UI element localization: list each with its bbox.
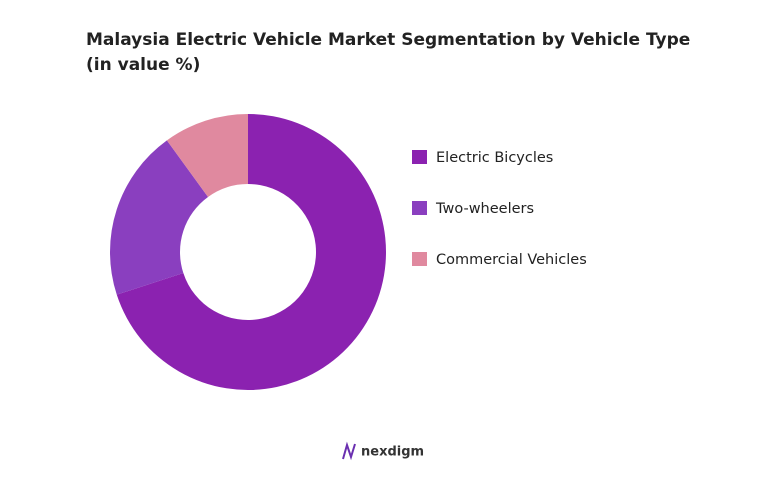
brand-logo: nexdigm [342,441,424,461]
legend-swatch [412,150,427,164]
brand-name: nexdigm [361,445,424,460]
legend-label: Electric Bicycles [436,150,553,166]
chart-title: Malaysia Electric Vehicle Market Segment… [86,30,691,75]
legend-swatch [412,252,427,266]
donut-slice [110,140,209,295]
legend-label: Commercial Vehicles [436,252,587,268]
brand-icon [342,441,356,461]
donut-slice [166,114,248,197]
donut-slice [116,114,387,391]
legend-label: Two-wheelers [435,201,534,217]
legend-swatch [412,201,427,215]
